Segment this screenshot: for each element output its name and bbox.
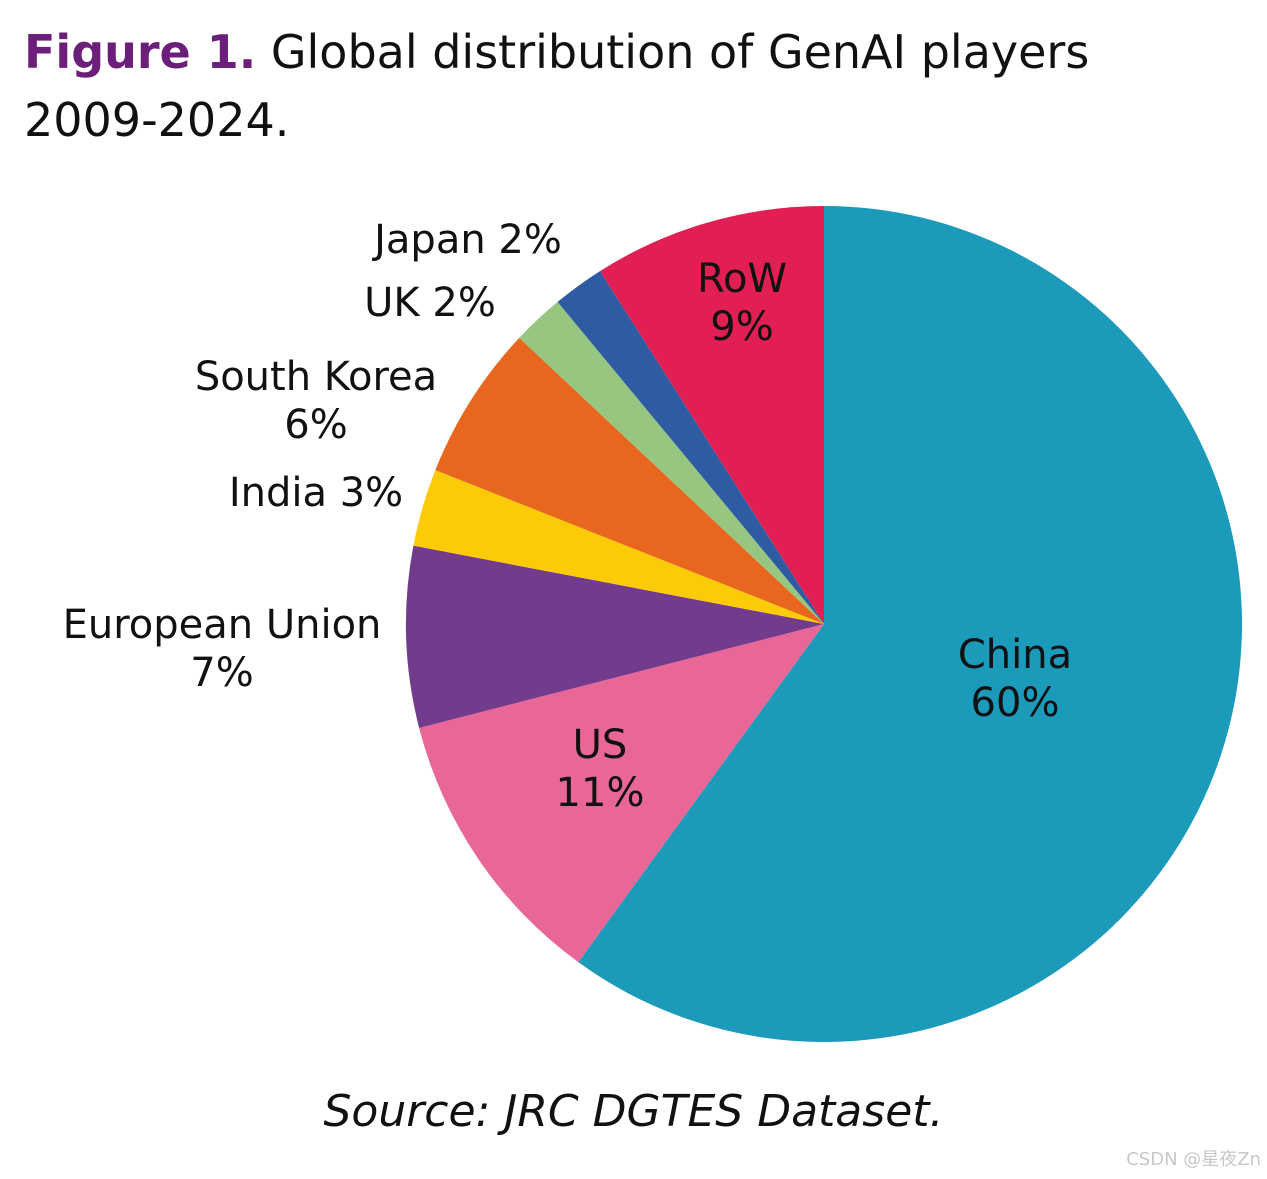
source-note: Source: JRC DGTES Dataset. — [323, 1086, 944, 1137]
pie-slice-row — [600, 206, 824, 624]
pie-slice-india — [413, 470, 824, 624]
title-text-line2: 2009-2024. — [24, 93, 290, 147]
title-text-line1: Global distribution of GenAI players — [270, 25, 1090, 79]
slice-category-label: China — [958, 632, 1072, 678]
pie-slice-uk — [519, 301, 824, 624]
slice-label-south-korea: South Korea 6% — [195, 354, 437, 448]
slice-value-label: 11% — [556, 770, 645, 816]
slice-category-label: South Korea — [195, 354, 437, 400]
slice-value-label: 9% — [710, 304, 773, 350]
slice-label-us: US 11% — [556, 722, 645, 816]
slice-value-label: 60% — [971, 680, 1060, 726]
pie-slice-japan — [557, 271, 824, 624]
slice-label-japan: Japan 2% — [371, 217, 562, 263]
slice-category-label: US — [573, 722, 628, 768]
chart-title: Figure 1. Global distribution of GenAI p… — [24, 18, 1244, 154]
slice-label-row: RoW 9% — [697, 256, 787, 350]
slice-label-china: China 60% — [958, 632, 1072, 726]
slice-label-uk: UK 2% — [364, 280, 496, 326]
pie-slice-european-union — [406, 545, 824, 728]
slice-label-india: India 3% — [229, 470, 403, 516]
pie-slice-china — [578, 206, 1242, 1043]
slice-category-label: European Union — [63, 602, 382, 648]
slice-label-european-union: European Union 7% — [63, 602, 382, 696]
watermark: CSDN @星夜Zn — [1126, 1149, 1261, 1170]
pie-slice-south-korea — [435, 337, 824, 624]
pie-slice-us — [419, 624, 824, 963]
figure-label: Figure 1. — [24, 25, 257, 79]
slice-value-label: 7% — [190, 650, 253, 696]
slice-category-label: RoW — [697, 256, 787, 302]
slice-value-label: 6% — [284, 402, 347, 448]
